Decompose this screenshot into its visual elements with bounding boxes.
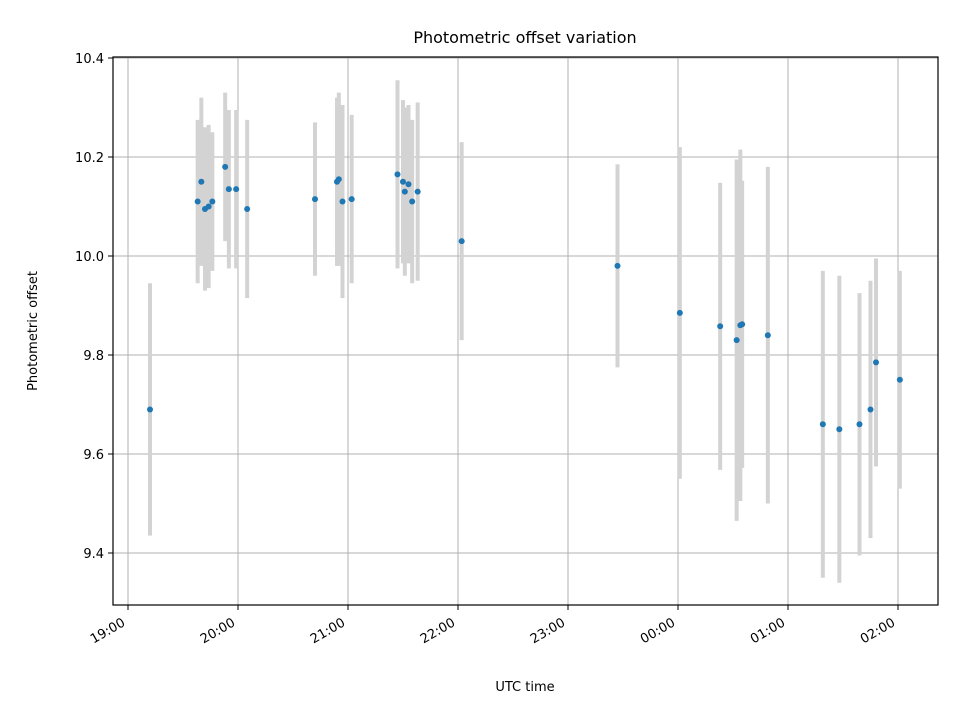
data-point xyxy=(147,406,153,413)
data-point xyxy=(739,321,746,328)
data-point xyxy=(205,203,212,210)
x-tick-label: 21:00 xyxy=(308,615,348,647)
data-point xyxy=(312,196,318,203)
data-point xyxy=(717,323,724,330)
data-point xyxy=(233,186,240,193)
x-axis-label: UTC time xyxy=(495,680,554,695)
data-point xyxy=(225,186,232,193)
data-point xyxy=(401,188,408,195)
data-point xyxy=(873,359,879,366)
data-point xyxy=(764,332,771,339)
chart-title: Photometric offset variation xyxy=(413,28,636,47)
data-point xyxy=(394,171,401,178)
data-point xyxy=(676,309,683,316)
data-point xyxy=(409,198,416,205)
data-point xyxy=(194,198,201,205)
data-point xyxy=(222,163,229,170)
x-tick-label: 23:00 xyxy=(528,615,568,647)
y-axis-label: Photometric offset xyxy=(26,271,41,391)
data-point xyxy=(400,178,406,185)
y-tick-label: 9.4 xyxy=(83,547,104,562)
error-bars xyxy=(148,80,902,583)
data-point xyxy=(819,421,826,428)
data-point xyxy=(733,337,740,344)
data-point xyxy=(198,178,205,185)
data-point xyxy=(896,376,903,383)
data-point xyxy=(458,238,465,245)
data-point xyxy=(856,421,863,428)
x-axis: 19:00 20:00 21:00 22:00 23:00 00:00 01:00 02:00 xyxy=(88,605,899,647)
data-point xyxy=(405,181,412,188)
data-points xyxy=(147,163,903,433)
data-point xyxy=(335,176,342,183)
x-tick-label: 02:00 xyxy=(858,615,898,647)
y-tick-label: 10.2 xyxy=(75,151,104,166)
data-point xyxy=(614,262,621,269)
data-point xyxy=(209,198,216,205)
x-tick-label: 00:00 xyxy=(638,615,678,647)
data-point xyxy=(339,198,346,205)
plot-frame xyxy=(112,56,939,606)
data-point xyxy=(244,205,251,212)
x-tick-label: 22:00 xyxy=(418,615,458,647)
y-tick-label: 10.0 xyxy=(75,250,104,265)
x-tick-label: 19:00 xyxy=(88,615,128,647)
x-tick-label: 20:00 xyxy=(198,615,238,647)
y-axis: 9.4 9.6 9.8 10.0 10.2 10.4 xyxy=(75,52,113,562)
y-tick-label: 9.8 xyxy=(83,349,104,364)
data-point xyxy=(867,406,874,413)
data-point xyxy=(348,196,355,203)
y-tick-label: 9.6 xyxy=(83,448,104,463)
x-tick-label: 01:00 xyxy=(748,615,788,647)
data-point xyxy=(414,188,421,195)
data-point xyxy=(836,426,843,433)
y-tick-label: 10.4 xyxy=(75,52,104,67)
